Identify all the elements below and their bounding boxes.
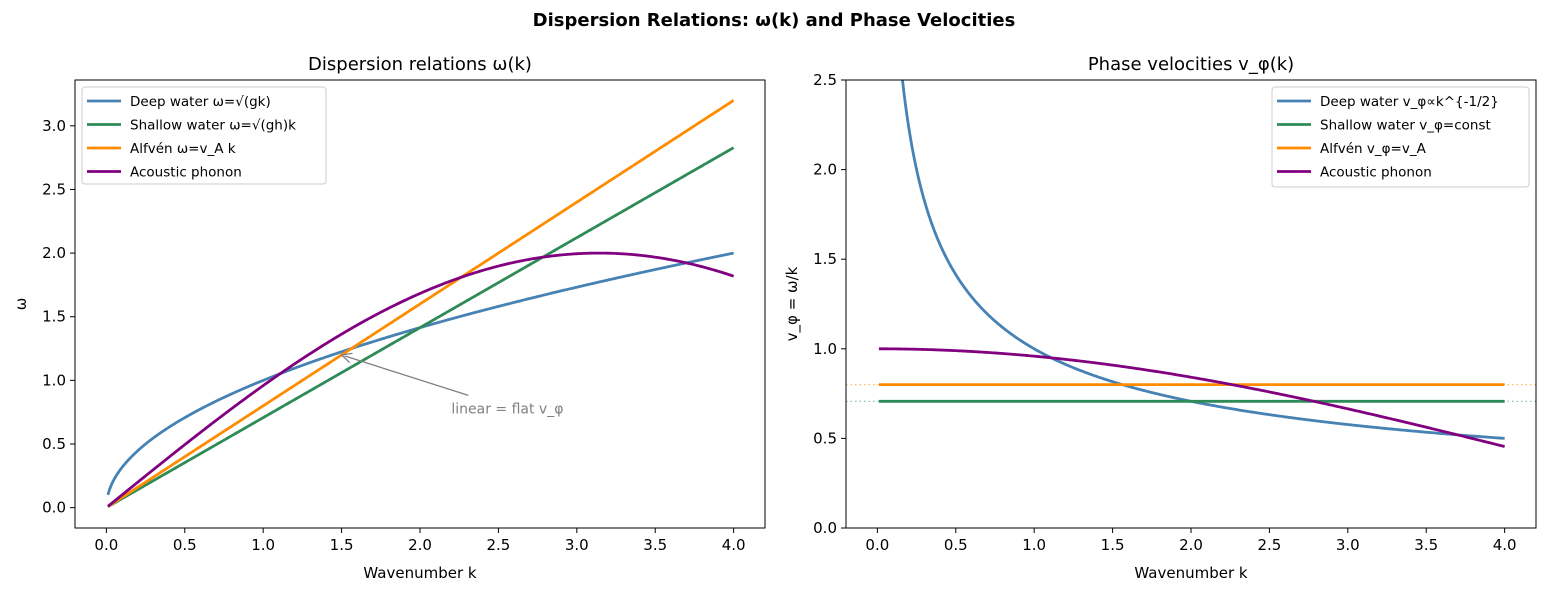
dispersion-x-tick-label: 1.0 [251, 536, 275, 554]
phase-velocity-panel: Phase velocities v_φ(k) Wavenumber k v_φ… [783, 54, 1537, 582]
dispersion-x-tick-label: 0.0 [94, 536, 118, 554]
annotation-arrow [344, 355, 469, 396]
dispersion-legend [81, 86, 327, 185]
figure-suptitle: Dispersion Relations: ω(k) and Phase Vel… [533, 10, 1016, 31]
dispersion-legend-label: Shallow water ω=√(gh)k [130, 118, 296, 134]
dispersion-y-tick-label: 0.5 [42, 435, 66, 453]
dispersion-legend-label: Acoustic phonon [130, 165, 242, 181]
phase-velocity-y-tick-label: 1.5 [813, 250, 837, 268]
dispersion-y-tick-label: 1.0 [42, 371, 66, 389]
phase-velocity-legend-label: Acoustic phonon [1320, 165, 1432, 181]
phase-velocity-x-tick-label: 1.5 [1101, 536, 1125, 554]
phase-velocity-y-tick-label: 2.0 [813, 161, 837, 179]
dispersion-series-line-shallow [107, 146, 735, 508]
phase-velocity-x-tick-label: 1.0 [1022, 536, 1046, 554]
phase-velocity-y-tick-label: 0.0 [813, 519, 837, 537]
phase-velocity-y-tick-label: 0.5 [813, 429, 837, 447]
annotation-arrowhead [340, 352, 353, 363]
phase-velocity-legend-label: Deep water v_φ∝k^{-1/2} [1320, 94, 1499, 110]
dispersion-panel: Dispersion relations ω(k) Wavenumber k ω… [12, 54, 766, 582]
dispersion-x-tick-label: 2.0 [408, 536, 432, 554]
annotation-label: linear = flat v_φ [451, 401, 563, 417]
phase-velocity-panel-title: Phase velocities v_φ(k) [1088, 54, 1294, 75]
dispersion-x-tick-label: 0.5 [173, 536, 197, 554]
dispersion-x-tick-label: 3.0 [565, 536, 589, 554]
phase-velocity-x-tick-label: 0.0 [865, 536, 889, 554]
phase-velocity-series-line-acoustic [878, 347, 1505, 448]
phase-velocity-y-tick-label: 1.0 [813, 340, 837, 358]
dispersion-legend-label: Deep water ω=√(gk) [130, 94, 271, 110]
phase-velocity-legend [1271, 86, 1530, 188]
dispersion-legend-label: Alfvén ω=v_A k [130, 141, 236, 157]
dispersion-y-tick-label: 2.0 [42, 244, 66, 262]
dispersion-y-tick-label: 0.0 [42, 499, 66, 517]
phase-velocity-x-tick-label: 0.5 [944, 536, 968, 554]
dispersion-x-tick-label: 3.5 [643, 536, 667, 554]
phase-velocity-x-tick-label: 2.0 [1179, 536, 1203, 554]
phase-velocity-legend-label: Alfvén v_φ=v_A [1320, 141, 1427, 157]
phase-velocity-x-tick-label: 3.5 [1414, 536, 1438, 554]
phase-velocity-legend-label: Shallow water v_φ=const [1320, 118, 1491, 134]
phase-velocity-x-tick-label: 4.0 [1493, 536, 1517, 554]
phase-velocity-y-tick-label: 2.5 [813, 71, 837, 89]
dispersion-x-tick-label: 2.5 [486, 536, 510, 554]
phase-velocity-x-tick-label: 3.0 [1336, 536, 1360, 554]
dispersion-x-tick-label: 4.0 [722, 536, 746, 554]
dispersion-y-axis-label: ω [12, 298, 30, 311]
phase-velocity-x-tick-label: 2.5 [1257, 536, 1281, 554]
phase-velocity-x-axis-label: Wavenumber k [1134, 564, 1247, 582]
dispersion-series-line-acoustic [107, 251, 735, 508]
dispersion-y-tick-label: 3.0 [42, 117, 66, 135]
dispersion-series-line-deep [106, 251, 734, 496]
dispersion-y-tick-label: 2.5 [42, 180, 66, 198]
dispersion-x-axis-label: Wavenumber k [363, 564, 476, 582]
dispersion-x-tick-label: 1.5 [330, 536, 354, 554]
phase-velocity-y-axis-label: v_φ = ω/k [783, 266, 802, 341]
dispersion-y-tick-label: 1.5 [42, 308, 66, 326]
dispersion-series-line-alfven [107, 99, 735, 508]
dispersion-panel-title: Dispersion relations ω(k) [308, 54, 532, 75]
